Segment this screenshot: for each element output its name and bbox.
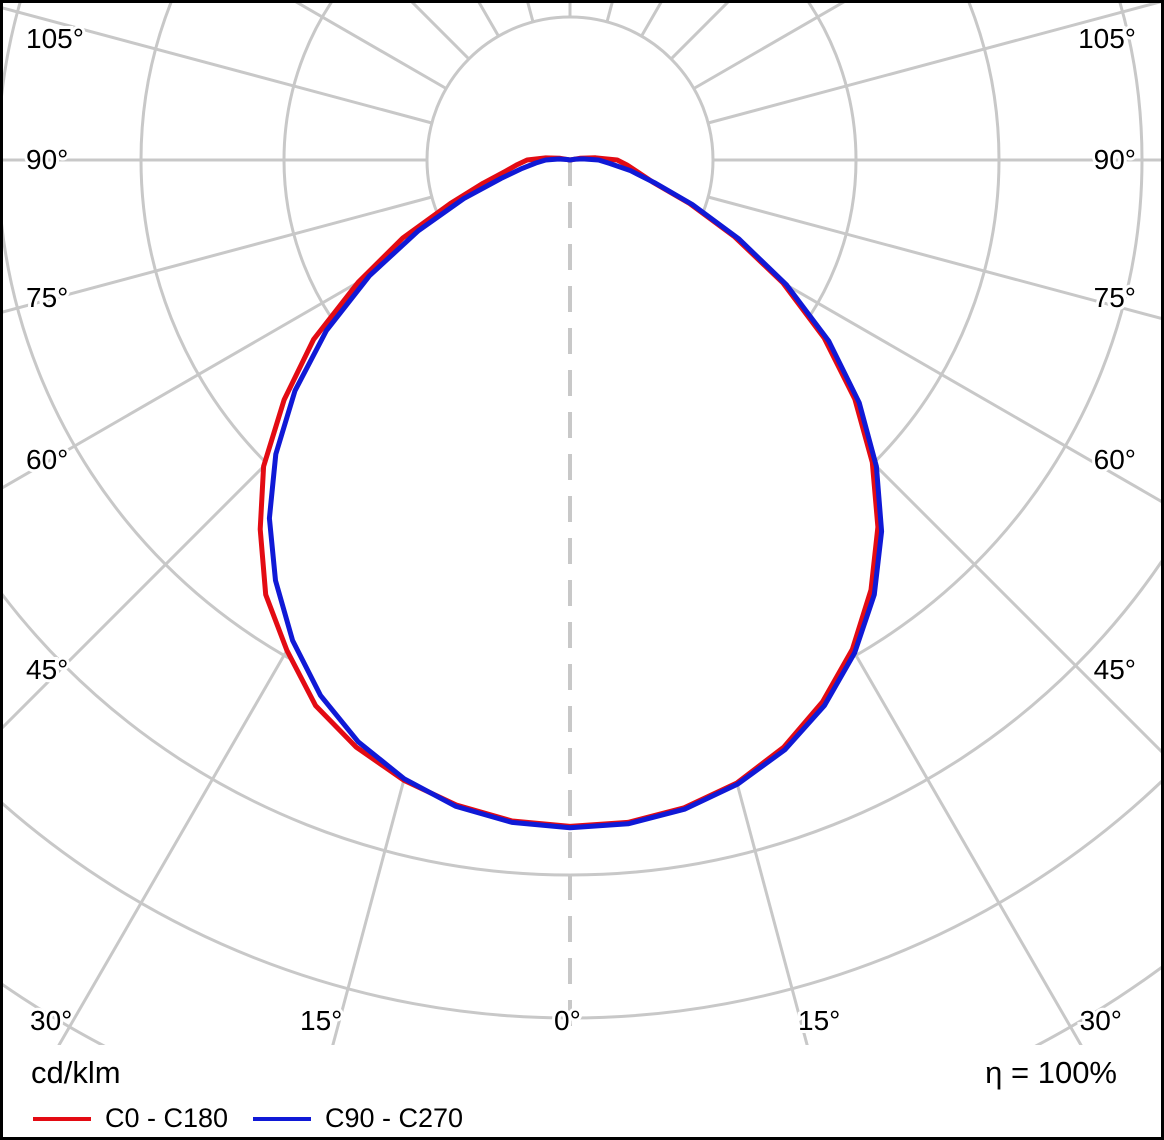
angle-label: 30° — [30, 1005, 72, 1036]
grid-radial-line — [707, 3, 1161, 125]
angle-label: 60° — [1094, 444, 1136, 475]
unit-label: cd/klm — [31, 1055, 121, 1090]
grid-radial-line — [3, 230, 447, 490]
grid-radial-line — [3, 6, 433, 125]
legend-line-c0-c180-swatch — [33, 1116, 91, 1121]
angle-label: 60° — [26, 444, 68, 475]
polar-chart-canvas: 105° 90° 75° 60° 45° 30° 15° 0° 15° 30° 45° 60° 75° 9… — [3, 3, 1161, 1045]
legend-label-c90-c270: C90 - C270 — [325, 1103, 464, 1133]
legend-item-c90-c270: C90 - C270 — [253, 1103, 463, 1134]
angle-label: 90° — [26, 144, 68, 175]
curve-c90-c270 — [266, 156, 885, 831]
angle-label: 75° — [1094, 282, 1136, 313]
angle-label: 45° — [1094, 654, 1136, 685]
legend-item-c0-c180: C0 - C180 — [33, 1103, 228, 1134]
angle-label: 15° — [300, 1005, 342, 1036]
angle-label: 75° — [26, 282, 68, 313]
efficiency-label: η = 100% — [985, 1055, 1117, 1090]
angle-label: 105° — [1078, 23, 1136, 54]
grid-radial-line — [3, 195, 433, 314]
polar-grid-group — [3, 3, 1161, 1045]
angle-label: 45° — [26, 654, 68, 685]
angle-label: 0° — [554, 1005, 581, 1036]
grid-radial-line — [707, 195, 1161, 320]
angle-label: 90° — [1094, 144, 1136, 175]
angle-label: 30° — [1080, 1005, 1122, 1036]
angle-label: 105° — [26, 23, 84, 54]
grid-radial-line — [693, 230, 1161, 503]
legend-label-c0-c180: C0 - C180 — [105, 1103, 229, 1133]
curve-fill — [269, 158, 882, 828]
legend-line-c90-c270-swatch — [253, 1116, 311, 1121]
angle-label: 15° — [798, 1005, 840, 1036]
